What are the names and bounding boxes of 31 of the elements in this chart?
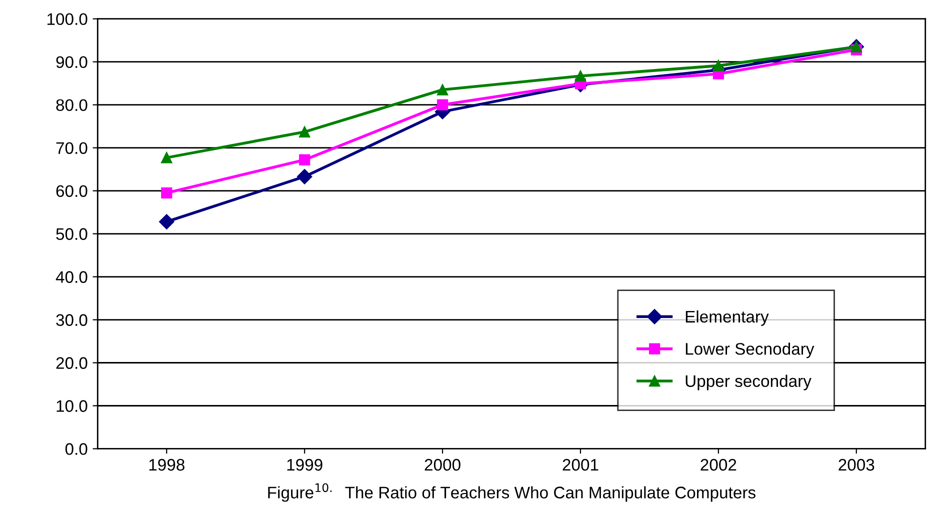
x-tick-label: 2000 — [424, 458, 460, 471]
point — [436, 84, 448, 96]
y-tick-label: 20.0 — [56, 357, 88, 369]
legend-label: Elementary — [686, 310, 769, 326]
y-tick-label: 10.0 — [56, 400, 88, 412]
point — [161, 152, 172, 164]
y-tick-label: 50.0 — [56, 228, 88, 240]
y-tick-label: 40.0 — [56, 271, 88, 283]
point — [436, 99, 448, 110]
point — [299, 126, 310, 138]
legend-label: Upper secondary — [686, 374, 812, 390]
y-tick-label: 90.0 — [56, 56, 88, 68]
y-tick-label: 30.0 — [56, 314, 88, 326]
y-tick-label: 80.0 — [56, 99, 88, 112]
y-tick-label: 70.0 — [56, 142, 88, 154]
point — [574, 70, 586, 82]
x-tick-label: 2001 — [562, 458, 598, 471]
y-tick-label: 0.0 — [65, 443, 88, 455]
x-tick-label: 2002 — [700, 458, 736, 471]
x-tick-label: 2003 — [838, 458, 874, 471]
y-tick-label: 60.0 — [56, 185, 88, 197]
point — [159, 214, 174, 230]
point — [712, 60, 724, 72]
point — [161, 187, 172, 198]
point — [299, 154, 310, 166]
text: Figure$^{10.}$ The Ratio of Teachers Who Can Manipulate Computers — [268, 483, 756, 502]
x-tick-label: 1999 — [287, 458, 322, 471]
x-tick-label: 1998 — [149, 458, 184, 471]
point — [297, 169, 312, 184]
y-tick-label: 100.0 — [47, 13, 88, 26]
legend-label: Lower Secnodary — [686, 342, 814, 358]
